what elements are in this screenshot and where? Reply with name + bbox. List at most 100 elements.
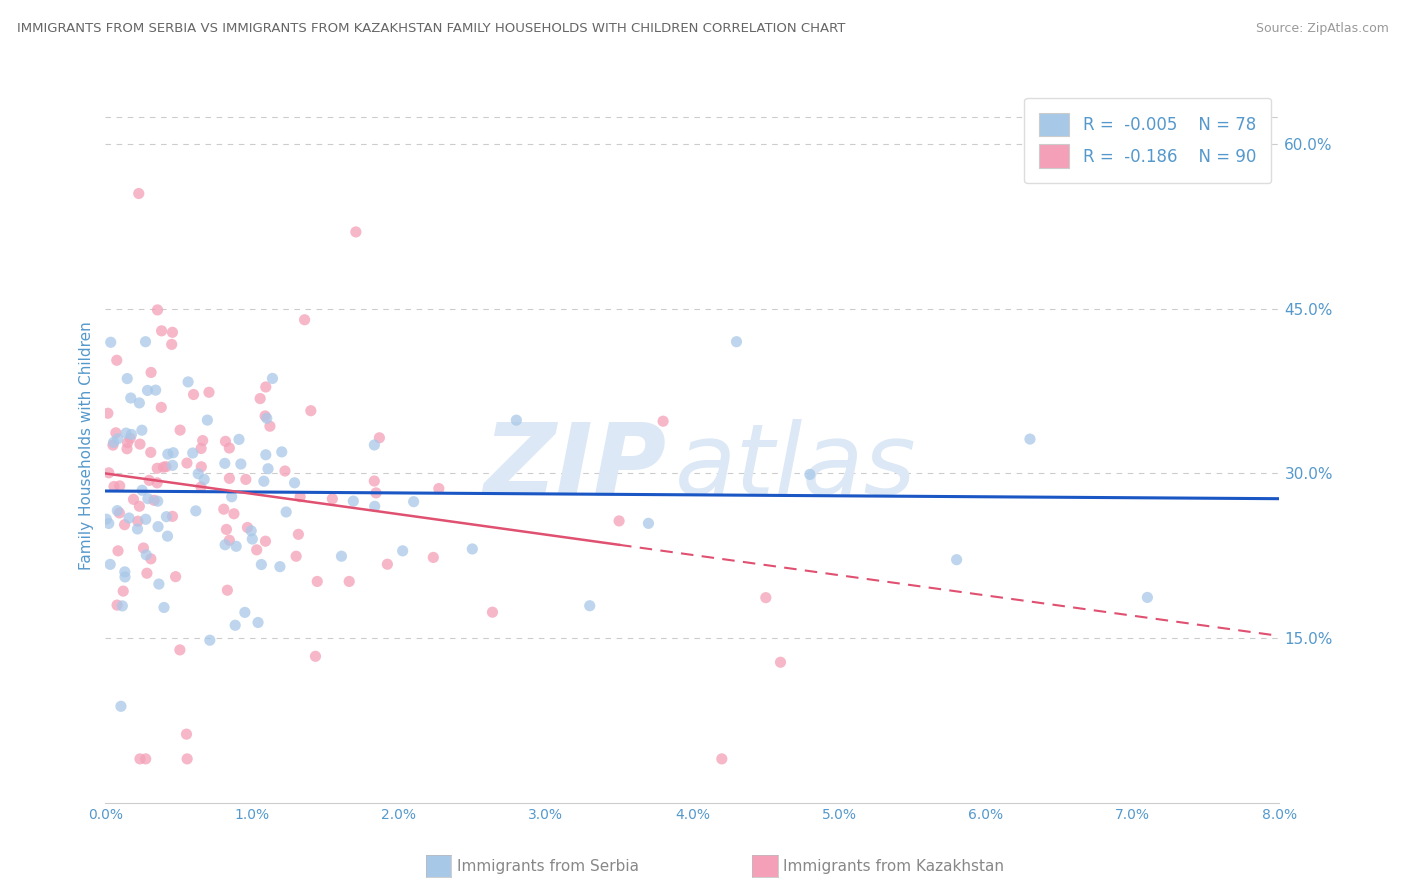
Point [337, 574, 360, 589]
Point [254, 448, 277, 462]
Point [146, 461, 169, 475]
Point [115, 426, 138, 441]
Point [225, 539, 247, 553]
Point [253, 474, 276, 488]
Point [155, 509, 177, 524]
Point [183, 387, 205, 401]
Point [276, 505, 298, 519]
Point [184, 504, 207, 518]
Point [103, 435, 125, 450]
Point [363, 474, 385, 488]
Legend: R =  -0.005    N = 78, R =  -0.186    N = 90: R = -0.005 N = 78, R = -0.186 N = 90 [1025, 97, 1271, 183]
Point [256, 411, 278, 425]
Text: ZIP: ZIP [484, 419, 666, 516]
Point [104, 425, 127, 440]
Point [402, 494, 425, 508]
Point [235, 472, 257, 486]
Point [107, 432, 129, 446]
Point [152, 460, 174, 475]
Point [129, 437, 152, 451]
Point [214, 456, 236, 470]
Point [105, 353, 128, 368]
Point [377, 558, 399, 572]
Point [307, 574, 329, 589]
Point [146, 494, 169, 508]
Point [128, 396, 150, 410]
Point [145, 383, 167, 397]
Point [304, 649, 326, 664]
Point [139, 366, 162, 380]
Point [135, 566, 157, 581]
Point [283, 475, 305, 490]
Point [117, 435, 139, 450]
Point [127, 514, 149, 528]
Text: Source: ZipAtlas.com: Source: ZipAtlas.com [1256, 22, 1389, 36]
Point [162, 326, 184, 340]
Point [481, 605, 503, 619]
Point [254, 409, 277, 423]
Point [1019, 432, 1042, 446]
Point [135, 752, 157, 766]
Point [190, 442, 212, 456]
Point [427, 482, 450, 496]
Point [363, 438, 385, 452]
Point [364, 486, 387, 500]
Point [129, 752, 152, 766]
Point [240, 524, 263, 538]
Point [222, 507, 245, 521]
Point [198, 633, 221, 648]
Point [262, 371, 284, 385]
Point [150, 324, 173, 338]
Text: IMMIGRANTS FROM SERBIA VS IMMIGRANTS FROM KAZAKHSTAN FAMILY HOUSEHOLDS WITH CHIL: IMMIGRANTS FROM SERBIA VS IMMIGRANTS FRO… [17, 22, 845, 36]
Text: Immigrants from Serbia: Immigrants from Serbia [457, 859, 638, 873]
Point [162, 446, 184, 460]
Point [1136, 591, 1159, 605]
Point [228, 433, 250, 447]
Point [240, 532, 263, 546]
Point [246, 542, 269, 557]
Point [153, 600, 176, 615]
Point [148, 577, 170, 591]
Point [136, 384, 159, 398]
Point [191, 434, 214, 448]
Point [710, 752, 733, 766]
Point [945, 552, 967, 566]
Point [108, 506, 131, 520]
Point [131, 423, 153, 437]
Point [135, 548, 157, 562]
Point [330, 549, 353, 564]
Point [218, 471, 240, 485]
Point [214, 538, 236, 552]
Point [120, 431, 142, 445]
Point [725, 334, 748, 349]
Text: Immigrants from Kazakhstan: Immigrants from Kazakhstan [783, 859, 1004, 873]
Point [769, 655, 792, 669]
Point [755, 591, 778, 605]
Point [176, 456, 198, 470]
Point [257, 461, 280, 475]
Point [114, 517, 136, 532]
Point [187, 467, 209, 481]
Point [108, 479, 131, 493]
Point [193, 473, 215, 487]
Point [127, 522, 149, 536]
Point [799, 467, 821, 482]
Point [110, 699, 132, 714]
Point [114, 570, 136, 584]
Point [250, 558, 273, 572]
Point [363, 500, 385, 514]
Point [181, 446, 204, 460]
Point [344, 225, 367, 239]
Point [132, 541, 155, 555]
Point [368, 431, 391, 445]
Point [156, 529, 179, 543]
Point [162, 458, 184, 473]
Point [139, 445, 162, 459]
Point [112, 584, 135, 599]
Point [107, 544, 129, 558]
Point [143, 493, 166, 508]
Point [156, 447, 179, 461]
Point [285, 549, 308, 564]
Point [169, 643, 191, 657]
Point [221, 490, 243, 504]
